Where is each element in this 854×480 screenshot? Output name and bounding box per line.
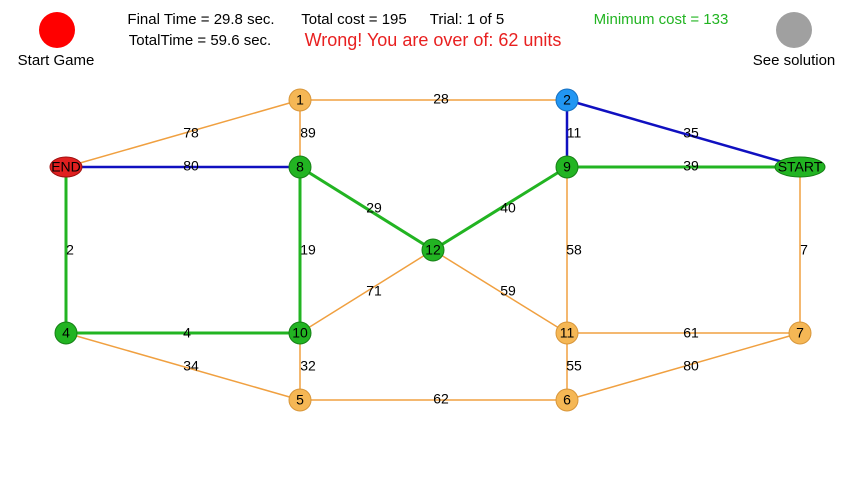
- edge-weight: 39: [683, 158, 699, 174]
- solution-button[interactable]: See solution: [753, 52, 836, 69]
- edge-weight: 78: [183, 125, 199, 141]
- edge-weight: 7: [800, 242, 808, 258]
- solution-button-icon[interactable]: [776, 12, 812, 48]
- edge-weight: 35: [683, 125, 699, 141]
- edge-weight: 29: [366, 200, 382, 216]
- edge: [432, 249, 568, 334]
- node[interactable]: [54, 321, 78, 345]
- node-label: 4: [62, 325, 70, 341]
- trial: Trial: 1 of 5: [430, 11, 504, 28]
- edge-weight: 32: [300, 358, 316, 374]
- node-label: 11: [560, 325, 575, 341]
- node[interactable]: [788, 321, 812, 345]
- edge-weight: 2: [66, 242, 74, 258]
- minimum-cost: Minimum cost = 133: [594, 11, 729, 28]
- edge-weight: 19: [300, 242, 316, 258]
- edge-weight: 4: [183, 325, 191, 341]
- node[interactable]: [288, 321, 312, 345]
- node-label: 10: [292, 325, 308, 341]
- edge-weight: 71: [366, 283, 382, 299]
- edge-weight: 34: [183, 358, 199, 374]
- edge-weight: 80: [683, 358, 699, 374]
- total-time: TotalTime = 59.6 sec.: [129, 32, 271, 49]
- start-button-icon[interactable]: [39, 12, 75, 48]
- total-cost: Total cost = 195: [301, 11, 406, 28]
- node-label: START: [778, 159, 823, 175]
- edge-weight: 55: [566, 358, 582, 374]
- edge-weight: 59: [500, 283, 516, 299]
- edge: [299, 249, 434, 334]
- node[interactable]: [555, 321, 579, 345]
- node[interactable]: [555, 388, 579, 412]
- node-label: 5: [296, 392, 304, 408]
- edge-weight: 58: [566, 242, 582, 258]
- edge-weight: 89: [300, 125, 316, 141]
- final-time: Final Time = 29.8 sec.: [127, 11, 274, 28]
- node-label: 12: [425, 242, 441, 258]
- start-button[interactable]: Start Game: [18, 52, 95, 69]
- node: [774, 156, 826, 178]
- edge-weight: 62: [433, 391, 449, 407]
- message: Wrong! You are over of: 62 units: [305, 30, 562, 50]
- node-label: 2: [563, 92, 571, 108]
- node[interactable]: [421, 238, 445, 262]
- edge-weight: 61: [683, 325, 699, 341]
- node[interactable]: [288, 388, 312, 412]
- edge: [65, 332, 301, 401]
- edge-weight: 28: [433, 91, 449, 107]
- node[interactable]: [288, 155, 312, 179]
- edge: [566, 332, 801, 401]
- edge: [65, 99, 301, 168]
- node-label: 7: [796, 325, 804, 341]
- node[interactable]: [555, 155, 579, 179]
- node[interactable]: [288, 88, 312, 112]
- edge-weight: 11: [567, 125, 582, 141]
- edge: [566, 98, 801, 169]
- node-label: 1: [296, 92, 304, 108]
- node-label: END: [51, 159, 81, 175]
- node[interactable]: [49, 156, 83, 178]
- node-label: 8: [296, 159, 304, 175]
- edge-weight: 40: [500, 200, 516, 216]
- edge: [299, 165, 434, 252]
- node[interactable]: [555, 88, 579, 112]
- edge-weight: 80: [183, 158, 199, 174]
- edge: [432, 165, 568, 252]
- node-label: 9: [563, 159, 571, 175]
- node-label: 6: [563, 392, 571, 408]
